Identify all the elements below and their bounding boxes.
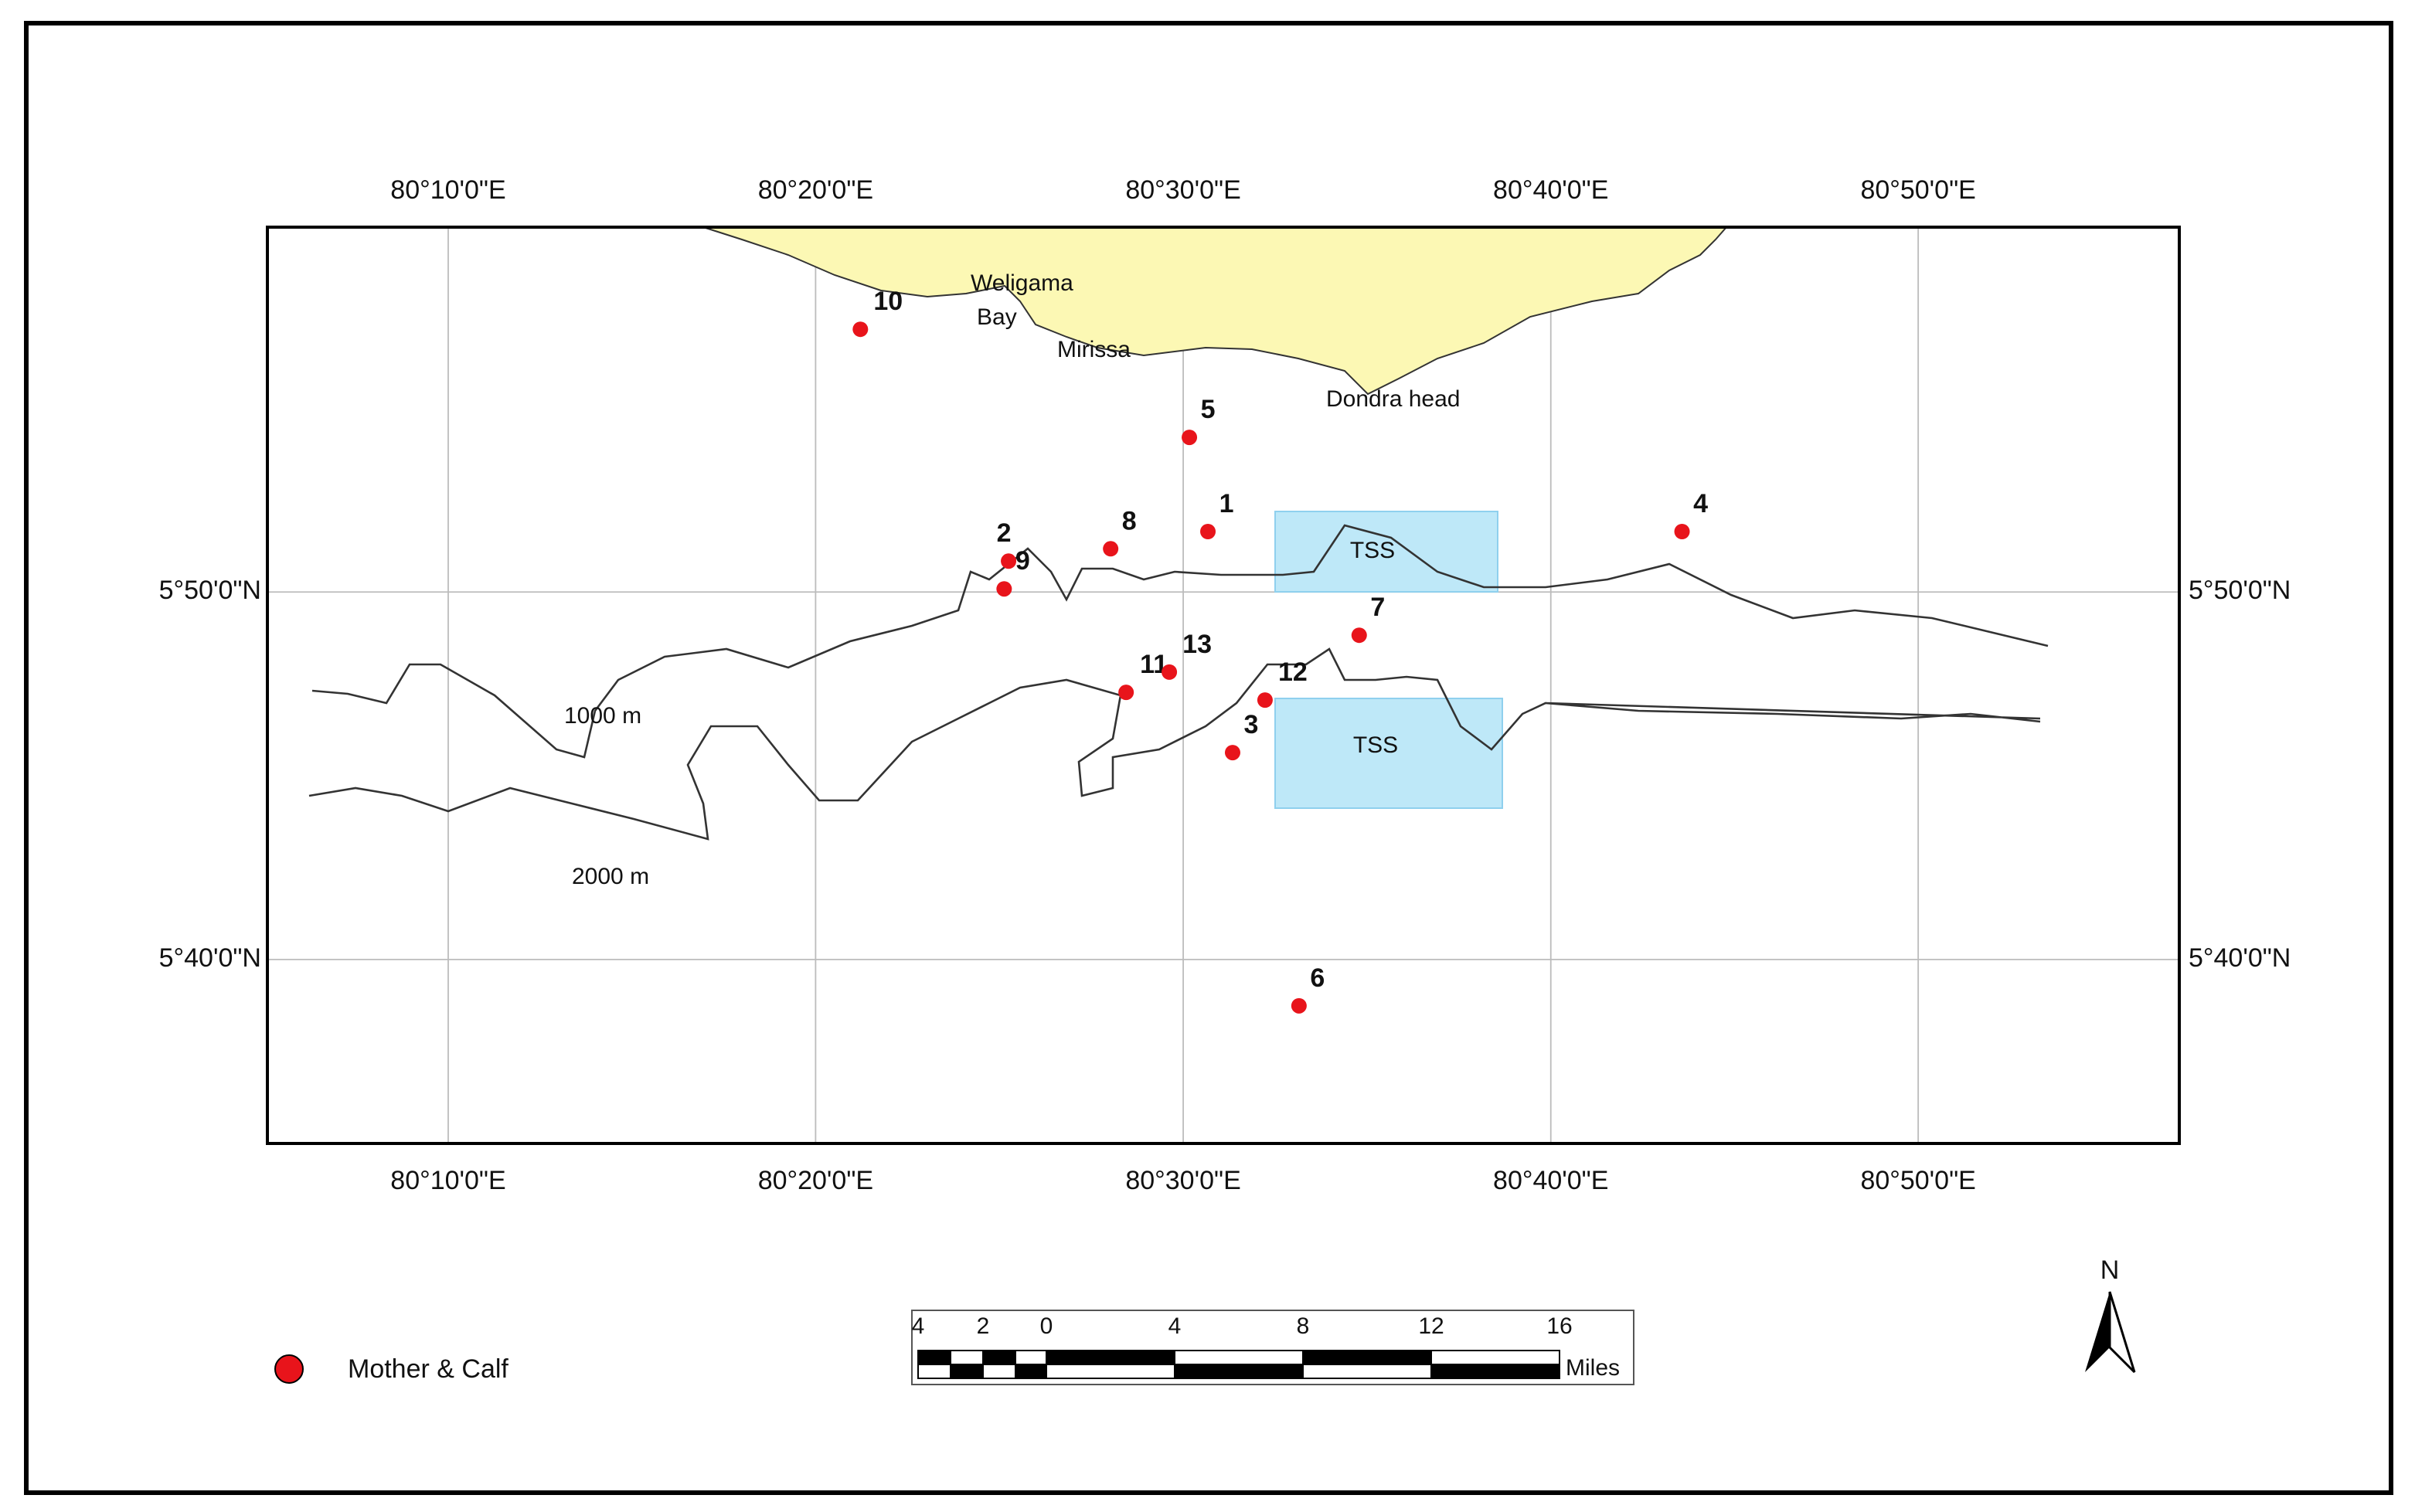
sighting-point [1351, 627, 1367, 644]
scale-bar-segment [1430, 1364, 1560, 1379]
y-tick-label: 5°50'0"N [159, 576, 261, 605]
scale-label: 12 [1418, 1313, 1444, 1339]
sighting-point [1291, 997, 1307, 1014]
plot-area: Weligama Bay Mirissa Dondra head 1000 m … [266, 226, 2181, 1145]
sighting-point [1182, 430, 1198, 446]
scale-label: 8 [1297, 1313, 1310, 1339]
x-tick-label: 80°40'0"E [1493, 175, 1608, 205]
point-label: 5 [1201, 395, 1216, 424]
legend-symbol [274, 1354, 304, 1384]
sighting-point [1200, 524, 1216, 540]
zone-label: TSS [1353, 732, 1398, 758]
contour-label: 1000 m [564, 703, 641, 729]
scale-bar-segment [982, 1350, 1016, 1365]
scale-label: 0 [1040, 1313, 1053, 1339]
sighting-point [1257, 692, 1273, 708]
sighting-point [1224, 745, 1240, 761]
x-tick-label: 80°30'0"E [1125, 1166, 1240, 1195]
point-label: 9 [1015, 546, 1030, 576]
plot-background [267, 227, 2179, 1143]
x-tick-label: 80°20'0"E [758, 175, 873, 205]
place-label: Dondra head [1326, 386, 1460, 412]
legend-label: Mother & Calf [348, 1354, 509, 1384]
y-tick-label: 5°40'0"N [159, 943, 261, 973]
point-label: 13 [1182, 630, 1212, 659]
land [702, 226, 1729, 396]
scale-bar: 4 2 0 4 8 12 16 Miles [911, 1310, 1634, 1385]
x-tick-label: 80°30'0"E [1125, 175, 1240, 205]
scale-label: 16 [1546, 1313, 1572, 1339]
x-tick-label: 80°10'0"E [390, 175, 505, 205]
sighting-point [1674, 524, 1690, 540]
y-tick-label: 5°50'0"N [2189, 576, 2291, 605]
point-label: 6 [1310, 963, 1325, 993]
north-arrow-left [2085, 1292, 2110, 1372]
x-tick-label: 80°40'0"E [1493, 1166, 1608, 1195]
scale-bar-segment [917, 1350, 951, 1365]
place-label: Mirissa [1057, 337, 1131, 362]
sighting-point [1103, 541, 1119, 557]
sighting-point [852, 321, 869, 338]
x-tick-label: 80°50'0"E [1860, 1166, 1975, 1195]
sighting-point [1001, 553, 1017, 569]
tss-zone [1274, 698, 1503, 809]
place-label: Bay [977, 304, 1017, 330]
sighting-point [1118, 685, 1134, 701]
north-arrow: N [2085, 1255, 2136, 1374]
place-label: Weligama [971, 270, 1073, 296]
scale-label: 4 [912, 1313, 925, 1339]
x-tick-label: 80°20'0"E [758, 1166, 873, 1195]
point-label: 4 [1693, 489, 1708, 518]
scale-bar-labels: 4 2 0 4 8 12 16 [912, 1313, 1573, 1339]
scale-unit: Miles [1566, 1355, 1620, 1381]
scale-bar-segment [1302, 1350, 1432, 1365]
point-label: 1 [1219, 489, 1234, 518]
north-arrow-right [2108, 1291, 2136, 1374]
zone-label: TSS [1350, 538, 1395, 563]
scale-bar-segments [917, 1350, 1560, 1379]
scale-label: 4 [1168, 1313, 1182, 1339]
y-tick-label: 5°40'0"N [2189, 943, 2291, 973]
point-label: 10 [873, 287, 903, 316]
sighting-point [996, 581, 1012, 597]
x-tick-label: 80°50'0"E [1860, 175, 1975, 205]
point-label: 2 [997, 518, 1012, 548]
graticule [267, 227, 2179, 1143]
scale-bar-segment [950, 1364, 984, 1379]
sighting-point [1162, 664, 1178, 680]
point-label: 8 [1122, 506, 1137, 535]
scale-label: 2 [977, 1313, 990, 1339]
scale-bar-segment [1046, 1350, 1175, 1365]
scale-bar-segment [1174, 1364, 1304, 1379]
tick-labels: 80°10'0"E 80°10'0"E 80°20'0"E 80°20'0"E 80°3… [159, 175, 2291, 1195]
x-tick-label: 80°10'0"E [390, 1166, 505, 1195]
contour-2000m [308, 647, 2041, 841]
point-label: 3 [1244, 710, 1259, 739]
plot-frame [266, 226, 2181, 1145]
north-label: N [2100, 1255, 2120, 1285]
scale-bar-segment [1015, 1364, 1047, 1379]
point-label: 12 [1278, 657, 1308, 687]
legend: Mother & Calf [274, 1354, 509, 1384]
contour-1000m [311, 524, 2049, 759]
contour-label: 2000 m [572, 864, 649, 889]
point-label: 7 [1370, 593, 1385, 622]
